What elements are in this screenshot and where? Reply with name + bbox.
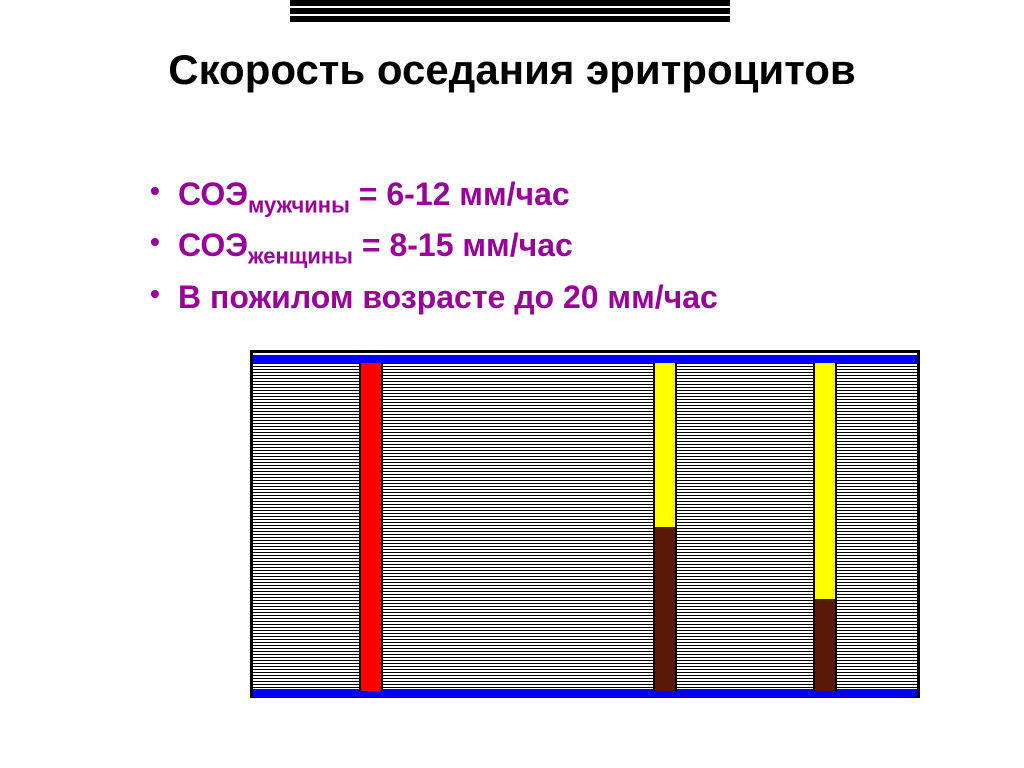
- bullet-rest: = 6-12 мм/час: [350, 176, 570, 212]
- slide: Скорость оседания эритроцитов СОЭмужчины…: [0, 0, 1024, 768]
- bullet-prefix: СОЭ: [178, 227, 248, 263]
- bullet-rest: = 8-15 мм/час: [353, 227, 573, 263]
- bullet-list: СОЭмужчины = 6-12 мм/час СОЭженщины = 8-…: [110, 170, 718, 321]
- page-title: Скорость оседания эритроцитов: [0, 46, 1024, 94]
- tube-1: [359, 363, 383, 691]
- bullet-subscript: мужчины: [248, 192, 350, 217]
- tube-2: [653, 363, 677, 691]
- bullet-prefix: СОЭ: [178, 176, 248, 212]
- bullet-item-men: СОЭмужчины = 6-12 мм/час: [150, 170, 718, 221]
- tube-sediment: [655, 527, 675, 691]
- diagram-top-border: [253, 355, 917, 363]
- top-decor-bars: [290, 0, 730, 24]
- bullet-item-elderly: В пожилом возрасте до 20 мм/час: [150, 273, 718, 321]
- tube-sediment: [815, 599, 835, 691]
- tube-plasma: [815, 363, 835, 599]
- tube-3: [813, 363, 837, 691]
- bullet-item-women: СОЭженщины = 8-15 мм/час: [150, 221, 718, 272]
- sedimentation-diagram: [250, 350, 920, 698]
- bullet-subscript: женщины: [248, 244, 353, 269]
- tube-plasma: [655, 363, 675, 527]
- bullet-text: В пожилом возрасте до 20 мм/час: [178, 279, 718, 315]
